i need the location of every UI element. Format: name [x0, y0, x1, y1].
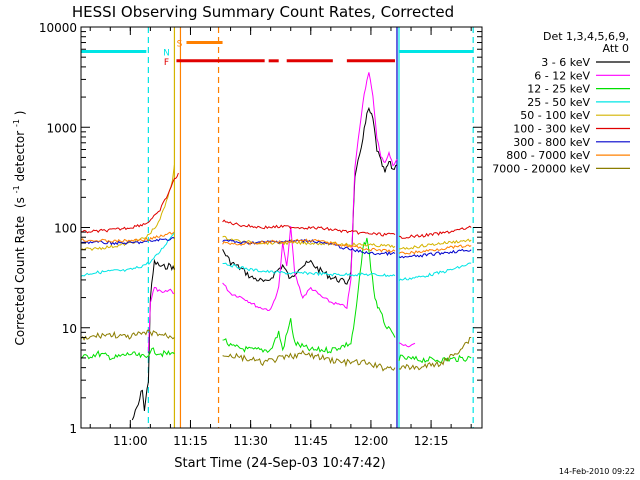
flag-letter-F: F — [164, 58, 169, 68]
y-axis-unit-open: (s — [13, 197, 27, 208]
series-line-1-1 — [222, 72, 398, 312]
x-tick-label-3: 11:45 — [293, 434, 328, 448]
x-tick-label-1: 11:15 — [173, 434, 208, 448]
series-line-0-0 — [131, 258, 175, 421]
series-line-6-1 — [222, 238, 396, 257]
series-line-7-2 — [398, 244, 472, 255]
x-tick-label-0: 11:00 — [113, 434, 148, 448]
y-axis-unit-sup1: -1 — [12, 185, 21, 193]
x-tick-label-5: 12:15 — [414, 434, 449, 448]
series-line-7-1 — [222, 238, 396, 253]
series-line-8-0 — [81, 329, 175, 341]
series-line-0-1 — [222, 106, 398, 285]
x-tick-label-4: 12:00 — [354, 434, 389, 448]
y-axis-unit-sup2: -1 — [12, 119, 21, 127]
legend-label-3: 25 - 50 keV — [527, 96, 590, 109]
legend-label-0: 3 - 6 keV — [541, 56, 590, 69]
series-line-5-1 — [222, 219, 396, 237]
series-line-8-1 — [222, 349, 396, 372]
series-line-2-1 — [222, 237, 396, 354]
legend-label-4: 50 - 100 keV — [520, 109, 590, 122]
series-line-4-2 — [398, 238, 472, 250]
y-tick-label-4: 10000 — [39, 21, 77, 35]
legend-label-8: 7000 - 20000 keV — [492, 162, 590, 175]
series-line-6-0 — [81, 236, 175, 246]
series-line-6-2 — [398, 248, 472, 259]
y-axis-label: Corrected Count Rate (s -1 detector -1 ) — [8, 111, 27, 346]
series-line-8-2 — [398, 337, 472, 371]
series-line-1-0 — [147, 286, 175, 352]
legend-label-5: 100 - 300 keV — [513, 123, 590, 136]
series-line-2-0 — [81, 347, 175, 361]
flag-letter-N: N — [163, 48, 170, 58]
legend-label-2: 12 - 25 keV — [527, 83, 590, 96]
y-axis-unit-close: ) — [13, 111, 27, 116]
series-line-3-1 — [222, 262, 396, 278]
flag-layer — [81, 41, 474, 63]
y-tick-label-1: 10 — [62, 322, 77, 336]
chart-title: HESSI Observing Summary Count Rates, Cor… — [72, 3, 454, 21]
legend-header-line2: Att 0 — [603, 42, 629, 55]
x-axis-label: Start Time (24-Sep-03 10:47:42) — [174, 456, 385, 471]
y-axis-unit-mid: detector — [13, 131, 27, 182]
series-line-3-0 — [81, 231, 175, 277]
series-line-1-2 — [398, 342, 416, 348]
series-line-5-0 — [81, 172, 179, 234]
y-axis-label-main: Corrected Count Rate — [13, 216, 27, 346]
series-line-3-2 — [398, 262, 472, 282]
y-tick-label-2: 100 — [54, 222, 77, 236]
axis-ticks: 11:00 11:15 11:30 11:45 12:00 12:15 1 10 100 1000… — [39, 21, 482, 448]
legend-label-1: 6 - 12 keV — [534, 69, 590, 82]
series-line-7-0 — [81, 231, 175, 243]
x-tick-label-2: 11:30 — [233, 434, 268, 448]
series-layer — [81, 72, 472, 421]
legend-header-line1: Det 1,3,4,5,6,9, — [543, 30, 629, 43]
series-line-5-2 — [398, 225, 472, 239]
date-stamp: 14-Feb-2010 09:22 — [559, 467, 635, 476]
legend-label-7: 800 - 7000 keV — [506, 149, 590, 162]
y-tick-label-3: 1000 — [46, 121, 77, 135]
series-line-2-2 — [398, 354, 472, 364]
y-tick-label-0: 1 — [69, 422, 77, 436]
flag-letter-S: S — [177, 40, 183, 50]
legend-label-6: 300 - 800 keV — [513, 136, 590, 149]
